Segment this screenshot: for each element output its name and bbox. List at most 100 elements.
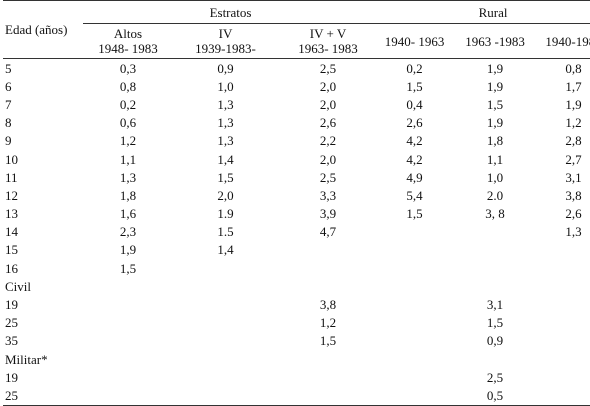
table-cell: 1,3 <box>565 224 582 240</box>
table-cell <box>539 332 590 350</box>
table-cell <box>278 241 378 259</box>
column-header: 1963 -1983 <box>451 24 539 59</box>
column-header: Altos 1948- 1983 <box>83 24 173 59</box>
row-label: 19 <box>5 369 18 385</box>
table-cell <box>173 295 278 313</box>
table-cell <box>83 295 173 313</box>
column-header-line1: IV + V <box>309 26 347 41</box>
row-label: 25 <box>5 387 18 403</box>
column-header: IV 1939-1983- <box>173 24 278 59</box>
table-row: 8 0,6 1,3 2,6 2,6 1,9 1,2 <box>3 114 590 132</box>
row-label: 5 <box>5 60 12 76</box>
table-cell: 4,7 <box>319 224 337 240</box>
table-cell: 2,0 <box>319 78 337 94</box>
table-cell: 3,1 <box>565 169 582 185</box>
table-cell: 1,4 <box>217 242 234 258</box>
table-cell: 2,0 <box>217 187 234 203</box>
table-row: 7 0,2 1,3 2,0 0,4 1,5 1,9 <box>3 95 590 113</box>
column-header-line2: 1940-1983 <box>545 33 590 49</box>
group-header-row: Edad (años) Estratos Rural <box>3 0 590 36</box>
table-cell: 2,8 <box>565 133 582 149</box>
table-cell: 2,3 <box>119 224 137 240</box>
table-cell: 3,9 <box>319 206 337 222</box>
row-label: 14 <box>5 224 18 240</box>
row-label: 9 <box>5 133 12 149</box>
column-header-line2: 1940- 1963 <box>384 33 445 49</box>
table-cell: 0,5 <box>486 387 504 403</box>
table-cell: 1,3 <box>217 96 234 112</box>
table-cell: 1,5 <box>406 78 423 94</box>
column-header-row: Altos 1948- 1983 IV 1939-1983- IV + V 1963-… <box>3 24 590 59</box>
table-cell: 2,5 <box>319 169 337 185</box>
table-cell: 1,9 <box>565 96 582 112</box>
table-row: 5 0,3 0,9 2,5 0,2 1,9 0,8 <box>3 59 590 78</box>
row-label: 19 <box>5 297 18 313</box>
table-cell: 2.0 <box>486 187 504 203</box>
table-row: 9 1,2 1,3 2,2 4,2 1,8 2,8 <box>3 132 590 150</box>
table-cell: 1,0 <box>217 78 234 94</box>
table-cell <box>378 223 451 241</box>
table-row: 35 1,5 0,9 <box>3 332 590 350</box>
section-label: Civil <box>5 278 32 294</box>
table-row: 19 2,5 <box>3 368 590 386</box>
column-header-line1: Altos <box>113 26 143 41</box>
section-row: Civil <box>3 277 590 295</box>
table-row: 15 1,9 1,4 <box>3 241 590 259</box>
table-cell: 1,2 <box>319 315 337 331</box>
table-cell <box>378 368 451 386</box>
column-header: 1940- 1963 <box>378 24 451 59</box>
table-row: 6 0,8 1,0 2,0 1,5 1,9 1,7 <box>3 77 590 95</box>
table-cell: 2,6 <box>565 206 582 222</box>
column-header: 1940-1983 <box>539 24 590 59</box>
data-table: Edad (años) Estratos Rural Altos 1948- 19… <box>3 0 590 406</box>
row-label: 10 <box>5 151 18 167</box>
table-cell: 1,9 <box>486 78 504 94</box>
row-label: 13 <box>5 206 18 222</box>
table-cell: 3,3 <box>319 187 337 203</box>
table-cell <box>539 259 590 277</box>
table-cell: 0,9 <box>486 333 504 349</box>
table-cell <box>83 368 173 386</box>
table-cell: 1,8 <box>486 133 504 149</box>
table-cell: 1,7 <box>565 78 582 94</box>
table-cell: 3,8 <box>319 297 337 313</box>
table-cell <box>451 223 539 241</box>
table-cell <box>539 295 590 313</box>
table-cell <box>278 368 378 386</box>
row-label: 15 <box>5 242 18 258</box>
column-header-line1: IV <box>218 26 233 41</box>
row-label: 16 <box>5 260 18 276</box>
table-cell: 0,2 <box>119 96 137 112</box>
table-row: 14 2,3 1.5 4,7 1,3 <box>3 223 590 241</box>
table-cell: 1,4 <box>217 151 234 167</box>
column-header-line2: 1963- 1983 <box>298 41 358 56</box>
row-label: 11 <box>5 169 18 185</box>
table-cell: 2,5 <box>319 60 337 76</box>
column-header-line2: 1963 -1983 <box>465 33 525 49</box>
table-row: 11 1,3 1,5 2,5 4,9 1,0 3,1 <box>3 168 590 186</box>
table-cell: 4,2 <box>406 133 423 149</box>
table-cell <box>173 259 278 277</box>
table-cell <box>378 332 451 350</box>
table-cell: 1.9 <box>217 206 234 222</box>
table-cell: 1,3 <box>119 169 137 185</box>
table-cell: 3,1 <box>486 297 504 313</box>
table-cell: 1,3 <box>217 133 234 149</box>
row-label: 35 <box>5 333 18 349</box>
table-cell: 0,3 <box>119 60 137 76</box>
table-cell: 1,9 <box>119 242 137 258</box>
table-cell: 1,5 <box>486 315 504 331</box>
table-cell: 0,6 <box>119 115 137 131</box>
column-header-line2: 1948- 1983 <box>98 41 158 56</box>
table-cell <box>83 314 173 332</box>
table-cell: 5,4 <box>406 187 423 203</box>
row-label: 12 <box>5 187 18 203</box>
table-cell <box>378 259 451 277</box>
row-label: 25 <box>5 315 18 331</box>
section-row: Militar* <box>3 350 590 368</box>
table-cell: 1,5 <box>486 96 504 112</box>
group-header-rural: Rural <box>378 0 590 24</box>
table-cell: 1,2 <box>565 115 582 131</box>
table-cell <box>83 332 173 350</box>
